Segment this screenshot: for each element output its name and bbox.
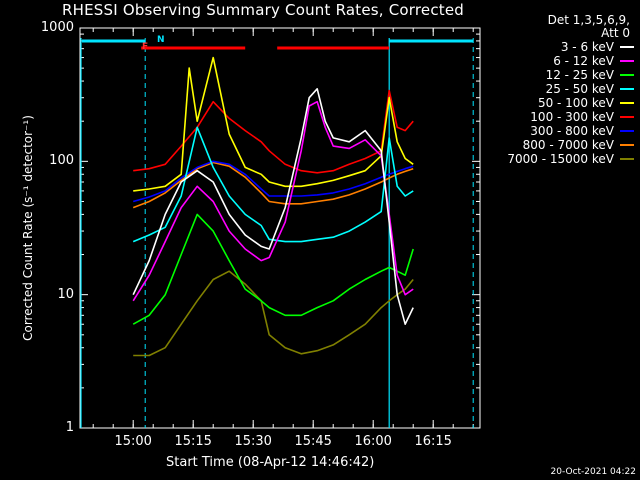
chart-title: RHESSI Observing Summary Count Rates, Co… — [62, 1, 465, 19]
legend-entry: 300 - 800 keV — [482, 124, 638, 138]
x-tick-label: 15:15 — [174, 434, 212, 449]
y-axis-label: Corrected Count Rate (s⁻¹ detector⁻¹) — [21, 115, 35, 341]
flag-f: F — [142, 42, 149, 52]
attenuator-bars — [82, 39, 474, 50]
legend-entry: 3 - 6 keV — [482, 40, 638, 54]
plot-border — [79, 27, 481, 429]
series-line-50-100-keV — [133, 56, 414, 192]
legend-swatch — [620, 130, 634, 132]
legend-swatch — [620, 60, 634, 62]
series-line-100-300-keV — [133, 89, 414, 174]
legend: Det 1,3,5,6,9, Att 0 3 - 6 keV 6 - 12 keV… — [482, 14, 638, 166]
legend-swatch — [620, 102, 634, 104]
legend-label: 12 - 25 keV — [545, 68, 614, 82]
legend-swatch — [620, 88, 634, 90]
legend-entry: 25 - 50 keV — [482, 82, 638, 96]
legend-entry: 12 - 25 keV — [482, 68, 638, 82]
timestamp: 20-Oct-2021 04:22 — [550, 467, 636, 477]
series-line-25-50-keV — [132, 126, 414, 243]
plot-frame — [79, 27, 481, 429]
series-line-7000-15000-keV — [133, 270, 414, 357]
legend-swatch — [620, 144, 634, 146]
legend-swatch — [620, 116, 634, 118]
legend-entry: 100 - 300 keV — [482, 110, 638, 124]
legend-label: 25 - 50 keV — [545, 82, 614, 96]
legend-label: 100 - 300 keV — [530, 110, 614, 124]
vertical-markers — [80, 38, 474, 428]
y-tick-label: 10 — [57, 286, 74, 302]
legend-label: 800 - 7000 keV — [522, 138, 614, 152]
legend-entry: 7000 - 15000 keV — [482, 152, 638, 166]
legend-label: 50 - 100 keV — [537, 96, 614, 110]
legend-label: 6 - 12 keV — [553, 54, 614, 68]
series-line-3-6-keV — [132, 88, 414, 326]
series-lines — [132, 56, 414, 357]
x-tick-label: 16:00 — [354, 434, 392, 449]
legend-label: 3 - 6 keV — [560, 40, 614, 54]
legend-entries: 3 - 6 keV 6 - 12 keV 12 - 25 keV 25 - 50 ke… — [482, 40, 638, 166]
series-line-12-25-keV — [132, 213, 414, 325]
x-axis-label: Start Time (08-Apr-12 14:46:42) — [166, 455, 375, 470]
x-tick-label: 15:30 — [234, 434, 272, 449]
legend-swatch — [620, 74, 634, 76]
legend-swatch — [620, 158, 634, 160]
legend-swatch — [620, 46, 634, 48]
legend-header-2: Att 0 — [601, 26, 630, 40]
flag-n: N — [157, 35, 165, 45]
y-tick-label: 1000 — [40, 20, 74, 35]
y-tick-label: 1 — [65, 420, 74, 435]
x-tick-label: 15:45 — [294, 434, 332, 449]
legend-header-1: Det 1,3,5,6,9, — [547, 13, 630, 27]
legend-entry: 50 - 100 keV — [482, 96, 638, 110]
x-tick-label: 16:15 — [414, 434, 452, 449]
legend-label: 7000 - 15000 keV — [507, 152, 614, 166]
legend-entry: 6 - 12 keV — [482, 54, 638, 68]
x-tick-label: 15:00 — [114, 434, 152, 449]
legend-entry: 800 - 7000 keV — [482, 138, 638, 152]
y-tick-label: 100 — [49, 153, 74, 169]
legend-label: 300 - 800 keV — [530, 124, 614, 138]
series-line-800-7000-keV — [132, 161, 414, 209]
axis-ticks — [80, 27, 480, 429]
